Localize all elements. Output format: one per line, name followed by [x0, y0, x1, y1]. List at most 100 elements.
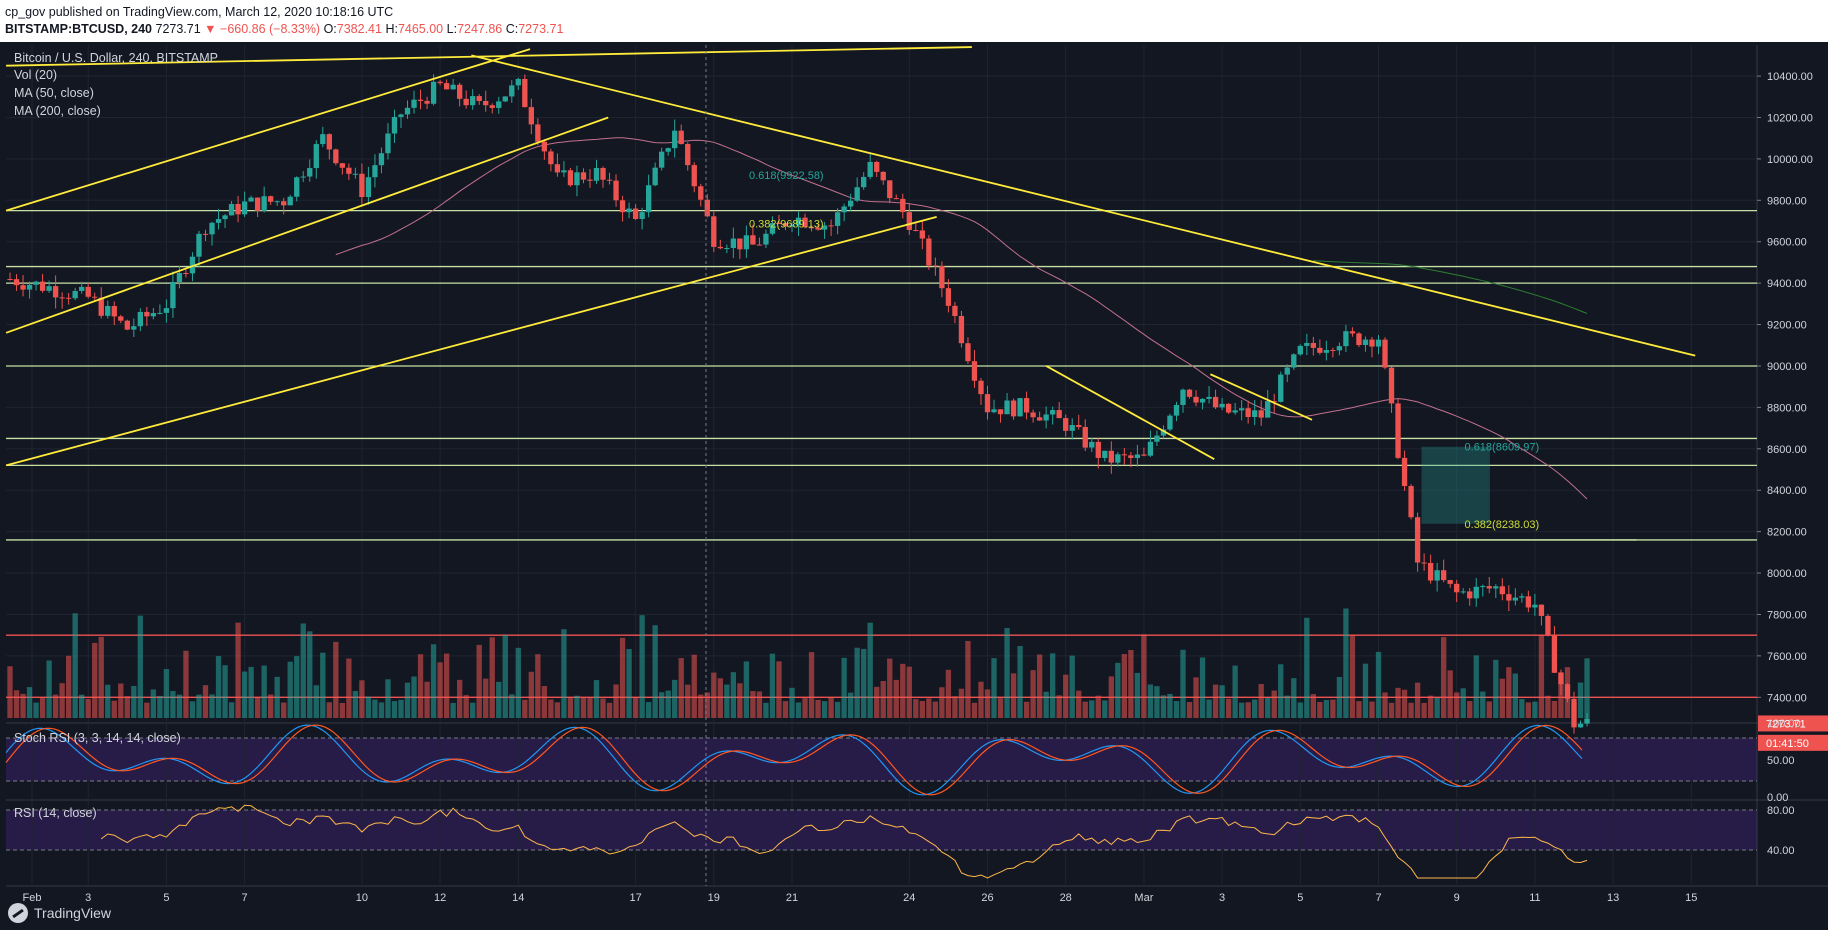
volume-bar [854, 647, 860, 718]
candle-body [600, 167, 606, 180]
volume-bar [1375, 651, 1382, 718]
volume-bar [1278, 664, 1284, 718]
volume-bar [144, 702, 150, 718]
volume-bar [1408, 702, 1414, 718]
volume-bar [307, 631, 313, 718]
candle-body [1102, 450, 1108, 458]
volume-bar [789, 687, 795, 718]
trendline [6, 46, 972, 67]
volume-bar [528, 671, 534, 718]
volume-bar [1336, 676, 1343, 718]
volume-bar [183, 650, 189, 718]
candle-body [1069, 424, 1075, 431]
tradingview-logo[interactable]: TradingView [8, 903, 111, 923]
candle-body [756, 244, 763, 246]
volume-bar [737, 683, 743, 718]
candle-body [672, 130, 678, 149]
candle-body [808, 227, 815, 229]
volume-bar [1414, 682, 1421, 718]
candle-body [1271, 401, 1277, 403]
volume-bar [685, 684, 691, 718]
volume-bar [235, 622, 241, 718]
stoch-tick-label: 0.00 [1767, 792, 1788, 804]
close-value: 7273.71 [518, 22, 564, 36]
candle-body [867, 161, 873, 177]
candle-body [163, 308, 170, 313]
candle-body [1486, 586, 1492, 589]
volume-bar [1219, 685, 1225, 718]
volume-bar [1206, 699, 1212, 718]
candle-body [606, 179, 613, 181]
volume-bar [196, 694, 202, 718]
volume-bar [1577, 682, 1584, 718]
volume-bar [1486, 701, 1492, 718]
candle-body [554, 164, 561, 173]
candle-body [776, 223, 782, 225]
candle-body [984, 394, 991, 413]
candle-body [398, 114, 404, 117]
volume-bar [496, 681, 502, 718]
countdown-badge-bg [1758, 734, 1828, 751]
y-tick-label: 8200.00 [1767, 527, 1807, 539]
volume-bar [913, 699, 919, 718]
fib-zone [1421, 446, 1490, 524]
volume-bar [430, 644, 437, 718]
volume-bar [893, 679, 899, 718]
volume-bar [170, 690, 176, 718]
symbol-label: BITSTAMP:BTCUSD, 240 [5, 22, 153, 36]
volume-bar [1095, 695, 1101, 718]
candle-body [991, 409, 997, 413]
candle-body [1356, 333, 1362, 346]
volume-bar [665, 690, 671, 718]
candle-body [118, 316, 124, 321]
close-label: C: [505, 22, 519, 36]
candle-body [1571, 698, 1577, 728]
candle-body [1010, 400, 1017, 417]
volume-bar [313, 685, 319, 718]
fib-label: 0.382(8238.03) [1465, 519, 1540, 531]
candle-body [691, 165, 697, 187]
candle-body [326, 134, 332, 150]
candle-body [157, 312, 163, 314]
candle-body [385, 133, 391, 154]
volume-bar [971, 702, 978, 718]
volume-bar [821, 701, 828, 718]
candle-body [26, 284, 33, 290]
candle-body [750, 235, 756, 245]
volume-bar [509, 694, 515, 718]
candle-body [339, 163, 346, 168]
candle-body [470, 96, 476, 106]
rsi-band [6, 810, 1757, 850]
volume-bar [1212, 684, 1219, 718]
open-value: 7382.41 [336, 22, 382, 36]
volume-bar [802, 698, 808, 718]
candle-body [1173, 404, 1180, 416]
candle-body [737, 238, 743, 250]
volume-bar [1369, 701, 1375, 718]
candle-body [1408, 485, 1414, 518]
volume-bar [1063, 674, 1069, 718]
volume-bar [1050, 653, 1056, 718]
candle-body [678, 130, 684, 144]
candle-body [802, 217, 808, 228]
volume-bar [443, 653, 450, 718]
volume-bar [1512, 673, 1519, 718]
candle-body [1584, 718, 1590, 724]
candle-body [1447, 580, 1453, 584]
candle-body [52, 286, 59, 298]
candle-body [1467, 591, 1473, 599]
candle-body [261, 196, 267, 211]
volume-bar [574, 695, 580, 718]
volume-bar [1558, 672, 1564, 718]
candle-body [248, 197, 254, 202]
candle-body [1473, 586, 1479, 599]
candle-body [1519, 596, 1525, 598]
volume-bar [639, 615, 645, 718]
candle-body [183, 273, 189, 275]
volume-bar [72, 613, 78, 718]
candle-body [137, 311, 143, 327]
volume-bar [1193, 677, 1199, 718]
volume-bar [1473, 655, 1479, 718]
x-tick-label: 7 [1375, 892, 1381, 904]
